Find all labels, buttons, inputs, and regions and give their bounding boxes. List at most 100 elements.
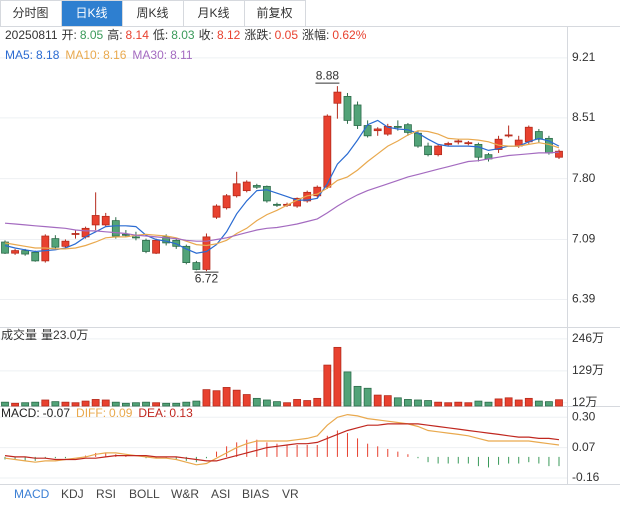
volume-bar: [232, 389, 241, 407]
volume-bar: [333, 346, 342, 407]
candle-body: [61, 240, 70, 247]
y-tick-label: 246万: [572, 331, 604, 345]
volume-bar: [192, 400, 201, 407]
max-label: 8.88: [316, 68, 340, 82]
candle-body: [373, 128, 382, 132]
candle-body: [504, 134, 513, 137]
candle-body: [162, 236, 171, 244]
candle-body: [192, 262, 201, 270]
volume-bar: [252, 397, 261, 407]
tab[interactable]: [122, 0, 184, 27]
line: [4, 130, 560, 250]
labels: 20250811 开: 8.05 高: 8.14 低: 8.03 收: 8.12 涨跌: 0.05 涨…: [1, 27, 604, 484]
panel-title: 成交量 量23.0万: [1, 327, 88, 342]
volume-bar: [31, 401, 40, 407]
volume-bar: [51, 401, 60, 407]
volume-bar: [81, 400, 90, 407]
tab[interactable]: [61, 0, 123, 27]
volume-bar: [494, 398, 503, 407]
volume-bar: [353, 385, 362, 407]
indicator-tab[interactable]: ASI: [211, 487, 230, 501]
volume-bar: [534, 400, 543, 407]
volume-bar: [111, 401, 120, 407]
volume-bar: [434, 401, 443, 407]
volume-bar: [545, 401, 553, 407]
legend-name: MA10:: [65, 48, 100, 62]
indicator-tab[interactable]: BIAS: [242, 487, 269, 501]
volume-bar: [11, 402, 19, 407]
candle-body: [474, 143, 483, 158]
volume-bar: [222, 387, 231, 407]
candle-body: [242, 181, 251, 192]
info-field-value: 8.05: [80, 28, 104, 42]
volume-bar: [172, 402, 181, 407]
info-field-value: 0.05: [275, 28, 299, 42]
legend-value: 8.18: [36, 48, 60, 62]
candle-body: [222, 195, 231, 209]
candle-body: [404, 124, 412, 133]
volume-bar: [273, 401, 281, 407]
y-tick-label: 129万: [572, 363, 604, 377]
candle-body: [212, 205, 221, 218]
indicator-tab[interactable]: VR: [282, 487, 299, 501]
candle-body: [262, 185, 271, 202]
min-label: 6.72: [195, 271, 219, 285]
tab[interactable]: [0, 0, 62, 27]
candle-body: [353, 104, 362, 126]
legend: MACD: -0.07 DIFF: 0.09 DEA: 0.13: [1, 406, 193, 420]
info-field-name: 涨幅:: [302, 27, 329, 42]
tab-label[interactable]: 分时图: [12, 6, 48, 20]
indicator-tab[interactable]: W&R: [171, 487, 199, 501]
volume-bar: [484, 401, 493, 407]
volume-bar: [61, 401, 70, 407]
y-tick-label: 0.07: [572, 440, 596, 454]
candle-body: [51, 238, 60, 248]
legend-value: 8.11: [170, 48, 193, 62]
volume-bar: [454, 401, 463, 407]
volume-bar: [414, 399, 422, 407]
y-tick-label: 8.51: [572, 110, 596, 124]
candle-body: [71, 233, 80, 235]
volume-bar: [303, 400, 312, 407]
candle-body: [11, 250, 19, 254]
volume-bar: [71, 402, 80, 407]
volume-bar: [293, 399, 302, 407]
tab[interactable]: [183, 0, 245, 27]
tab[interactable]: [244, 0, 306, 27]
info-field-name: 涨跌:: [244, 27, 271, 42]
info-line: 20250811 开: 8.05 高: 8.14 低: 8.03 收: 8.12 涨跌: 0.05 涨…: [5, 27, 367, 42]
volume-bar: [242, 394, 251, 407]
volume-bar: [142, 401, 150, 407]
volume-bar: [424, 400, 432, 407]
volume-bar: [262, 399, 271, 407]
volume-bar: [202, 389, 211, 407]
line: [4, 423, 560, 462]
candle-body: [303, 191, 312, 202]
info-field-value: 0.62%: [332, 28, 366, 42]
volume-bar: [313, 397, 322, 407]
candle-body: [393, 125, 402, 128]
indicator-tab[interactable]: MACD: [14, 487, 50, 501]
y-tick-label: 7.09: [572, 232, 596, 246]
candle-body: [152, 239, 160, 254]
indicator-tab[interactable]: BOLL: [129, 487, 160, 501]
y-tick-label: 12万: [572, 395, 597, 409]
candle-body: [333, 91, 342, 104]
indicator-tab[interactable]: KDJ: [61, 487, 84, 501]
candle-body: [524, 126, 533, 143]
legend-name: MA30:: [132, 48, 167, 62]
info-field-value: 8.03: [171, 28, 195, 42]
candle-body: [343, 96, 352, 121]
tab-label[interactable]: 月K线: [197, 6, 229, 20]
tab-label[interactable]: 周K线: [136, 6, 168, 20]
candle-body: [31, 251, 40, 262]
tab-label[interactable]: 日K线: [75, 6, 107, 20]
volume-bar: [474, 400, 483, 407]
info-field-name: 高:: [107, 27, 122, 42]
volume-bar: [404, 399, 412, 407]
tab-label[interactable]: 前复权: [256, 5, 292, 20]
legend-value: 8.16: [103, 48, 127, 62]
volume-bar: [514, 399, 523, 407]
indicator-tab[interactable]: RSI: [96, 487, 116, 501]
legend-value: -0.07: [43, 406, 71, 420]
